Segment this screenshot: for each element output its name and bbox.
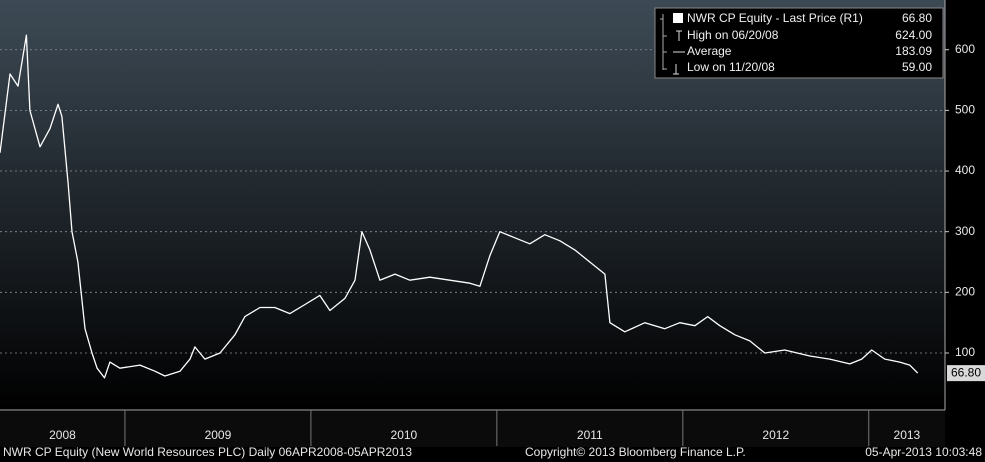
last-price-label: 66.80: [951, 365, 981, 379]
y-tick-label: 100: [955, 345, 975, 359]
x-tick-label: 2009: [205, 428, 232, 442]
legend-tree: [660, 14, 667, 70]
x-axis-band: [0, 411, 945, 447]
y-tick-label: 200: [955, 285, 975, 299]
legend-value: 59.00: [902, 60, 932, 74]
x-tick-label: 2013: [894, 428, 921, 442]
legend-swatch: [673, 13, 683, 23]
legend-value: 183.09: [895, 44, 932, 58]
x-tick-label: 2012: [762, 428, 789, 442]
y-tick-label: 500: [955, 103, 975, 117]
footer-left: NWR CP Equity (New World Resources PLC) …: [3, 445, 412, 459]
legend-label: Low on 11/20/08: [687, 60, 775, 74]
legend-value: 624.00: [895, 28, 932, 42]
legend-label: NWR CP Equity - Last Price (R1): [687, 11, 863, 25]
x-tick-label: 2008: [49, 428, 76, 442]
x-tick-label: 2011: [577, 428, 603, 442]
legend-label: Average: [687, 44, 732, 58]
y-tick-label: 400: [955, 163, 975, 177]
footer-right: 05-Apr-2013 10:03:48: [865, 445, 982, 459]
legend-box: [654, 7, 944, 79]
legend-label: High on 06/20/08: [687, 28, 779, 42]
x-tick-label: 2010: [391, 428, 418, 442]
legend: NWR CP Equity - Last Price (R1) 66.80 Hi…: [654, 7, 944, 79]
legend-icons: [673, 30, 685, 75]
y-tick-label: 300: [955, 224, 975, 238]
last-price-box: [947, 365, 985, 382]
y-tick-label: 600: [955, 42, 975, 56]
chart-content: 100 200 300 400 500 600 2008 2009 2010 2011 2012 20…: [0, 34, 985, 446]
footer-center: Copyright© 2013 Bloomberg Finance L.P.: [525, 445, 746, 459]
legend-value: 66.80: [902, 11, 932, 25]
price-line: [0, 34, 919, 379]
